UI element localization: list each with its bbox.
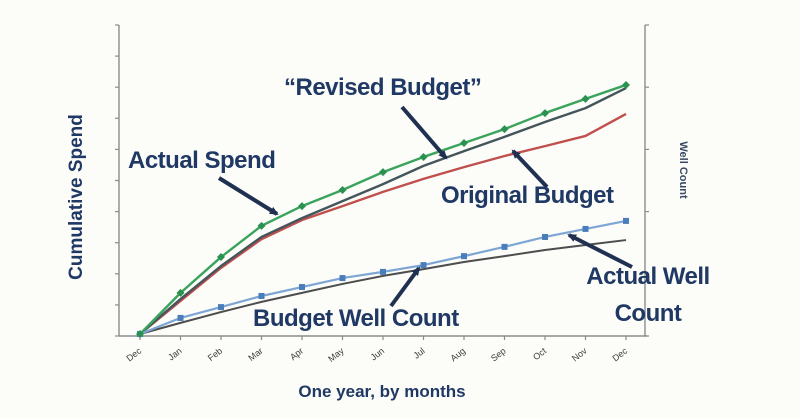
svg-text:Dec: Dec — [610, 345, 629, 363]
annotation-original-budget: Original Budget — [441, 182, 614, 209]
annotation-budget-well-count: Budget Well Count — [253, 305, 459, 332]
svg-text:May: May — [326, 345, 346, 364]
svg-text:Sep: Sep — [489, 346, 508, 364]
svg-text:Feb: Feb — [206, 346, 224, 363]
left-axis-title: Cumulative Spend — [66, 114, 87, 280]
svg-text:Dec: Dec — [124, 345, 143, 363]
svg-text:Oct: Oct — [531, 345, 549, 362]
svg-text:Jan: Jan — [166, 346, 184, 363]
annotation-actual-spend: Actual Spend — [128, 147, 276, 174]
svg-text:Apr: Apr — [288, 346, 305, 363]
svg-text:Nov: Nov — [570, 345, 589, 363]
svg-text:Mar: Mar — [246, 346, 264, 363]
svg-text:Aug: Aug — [448, 346, 467, 364]
annotation-actual-well-count: Actual Well Count — [586, 263, 710, 327]
annotation-revised-budget: “Revised Budget” — [284, 74, 482, 101]
svg-text:Jun: Jun — [369, 346, 387, 363]
x-axis-title: One year, by months — [298, 382, 466, 401]
svg-text:Jul: Jul — [412, 346, 427, 361]
right-axis-title: Well Count — [677, 141, 689, 199]
